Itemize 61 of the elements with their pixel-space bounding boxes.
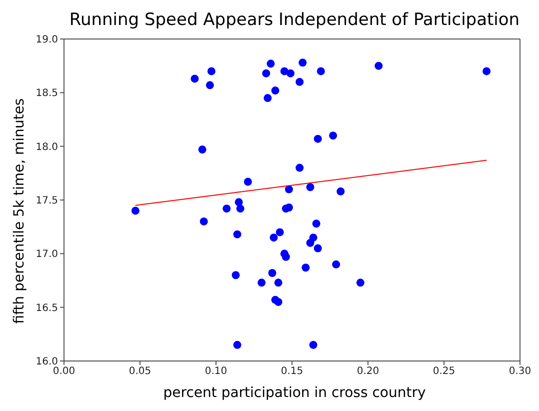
point — [244, 178, 252, 186]
chart-title: Running Speed Appears Independent of Participation — [68, 10, 521, 30]
point — [306, 183, 314, 192]
y-tick-label: 17.0 — [36, 249, 58, 260]
point — [356, 278, 364, 287]
point — [314, 134, 322, 143]
point — [266, 60, 275, 68]
point — [198, 146, 206, 154]
point — [233, 340, 242, 349]
point — [296, 78, 304, 86]
point — [274, 298, 282, 306]
point — [200, 217, 208, 226]
x-tick-label: 0.15 — [280, 366, 304, 378]
point — [262, 69, 270, 78]
x-tick-label: 0.10 — [204, 366, 228, 378]
point — [336, 187, 345, 196]
point — [296, 164, 304, 172]
point — [233, 230, 242, 238]
x-tick-label: 0.20 — [356, 366, 380, 378]
point — [312, 220, 320, 228]
y-axis-title: fifth percentile 5k time, minutes — [12, 98, 28, 324]
y-tick-label: 18.0 — [36, 142, 58, 153]
y-tick-label: 16.0 — [36, 356, 58, 368]
x-tick-label: 0.05 — [128, 366, 152, 378]
point — [234, 198, 243, 206]
x-axis-title: percent participation in cross country — [162, 385, 427, 401]
point — [274, 278, 282, 287]
point — [282, 252, 290, 261]
point — [298, 58, 307, 67]
point — [309, 340, 318, 349]
point — [258, 278, 266, 287]
point — [131, 206, 140, 215]
point — [206, 81, 214, 90]
point — [222, 204, 231, 213]
point — [332, 260, 340, 268]
point — [271, 86, 280, 95]
point — [482, 67, 491, 76]
y-tick-label: 17.5 — [36, 196, 58, 207]
point — [284, 185, 293, 194]
point — [286, 69, 294, 78]
x-tick-label: 0.25 — [432, 366, 456, 378]
point — [309, 234, 318, 242]
y-tick-label: 16.5 — [36, 302, 58, 314]
point — [190, 74, 199, 83]
point — [268, 268, 276, 277]
point — [236, 204, 244, 213]
point — [314, 244, 322, 252]
point — [302, 264, 310, 272]
point — [316, 67, 325, 76]
y-tick-label: 18.5 — [36, 88, 58, 100]
point — [270, 234, 278, 242]
y-tick-label: 19.0 — [36, 34, 58, 46]
x-tick-label: 0.30 — [508, 366, 532, 378]
point — [284, 204, 293, 212]
x-tick-label: 0.00 — [52, 366, 76, 378]
point — [207, 67, 216, 76]
point — [232, 271, 240, 280]
point — [374, 62, 383, 70]
point — [276, 228, 284, 236]
point — [329, 132, 338, 140]
point — [264, 94, 272, 102]
